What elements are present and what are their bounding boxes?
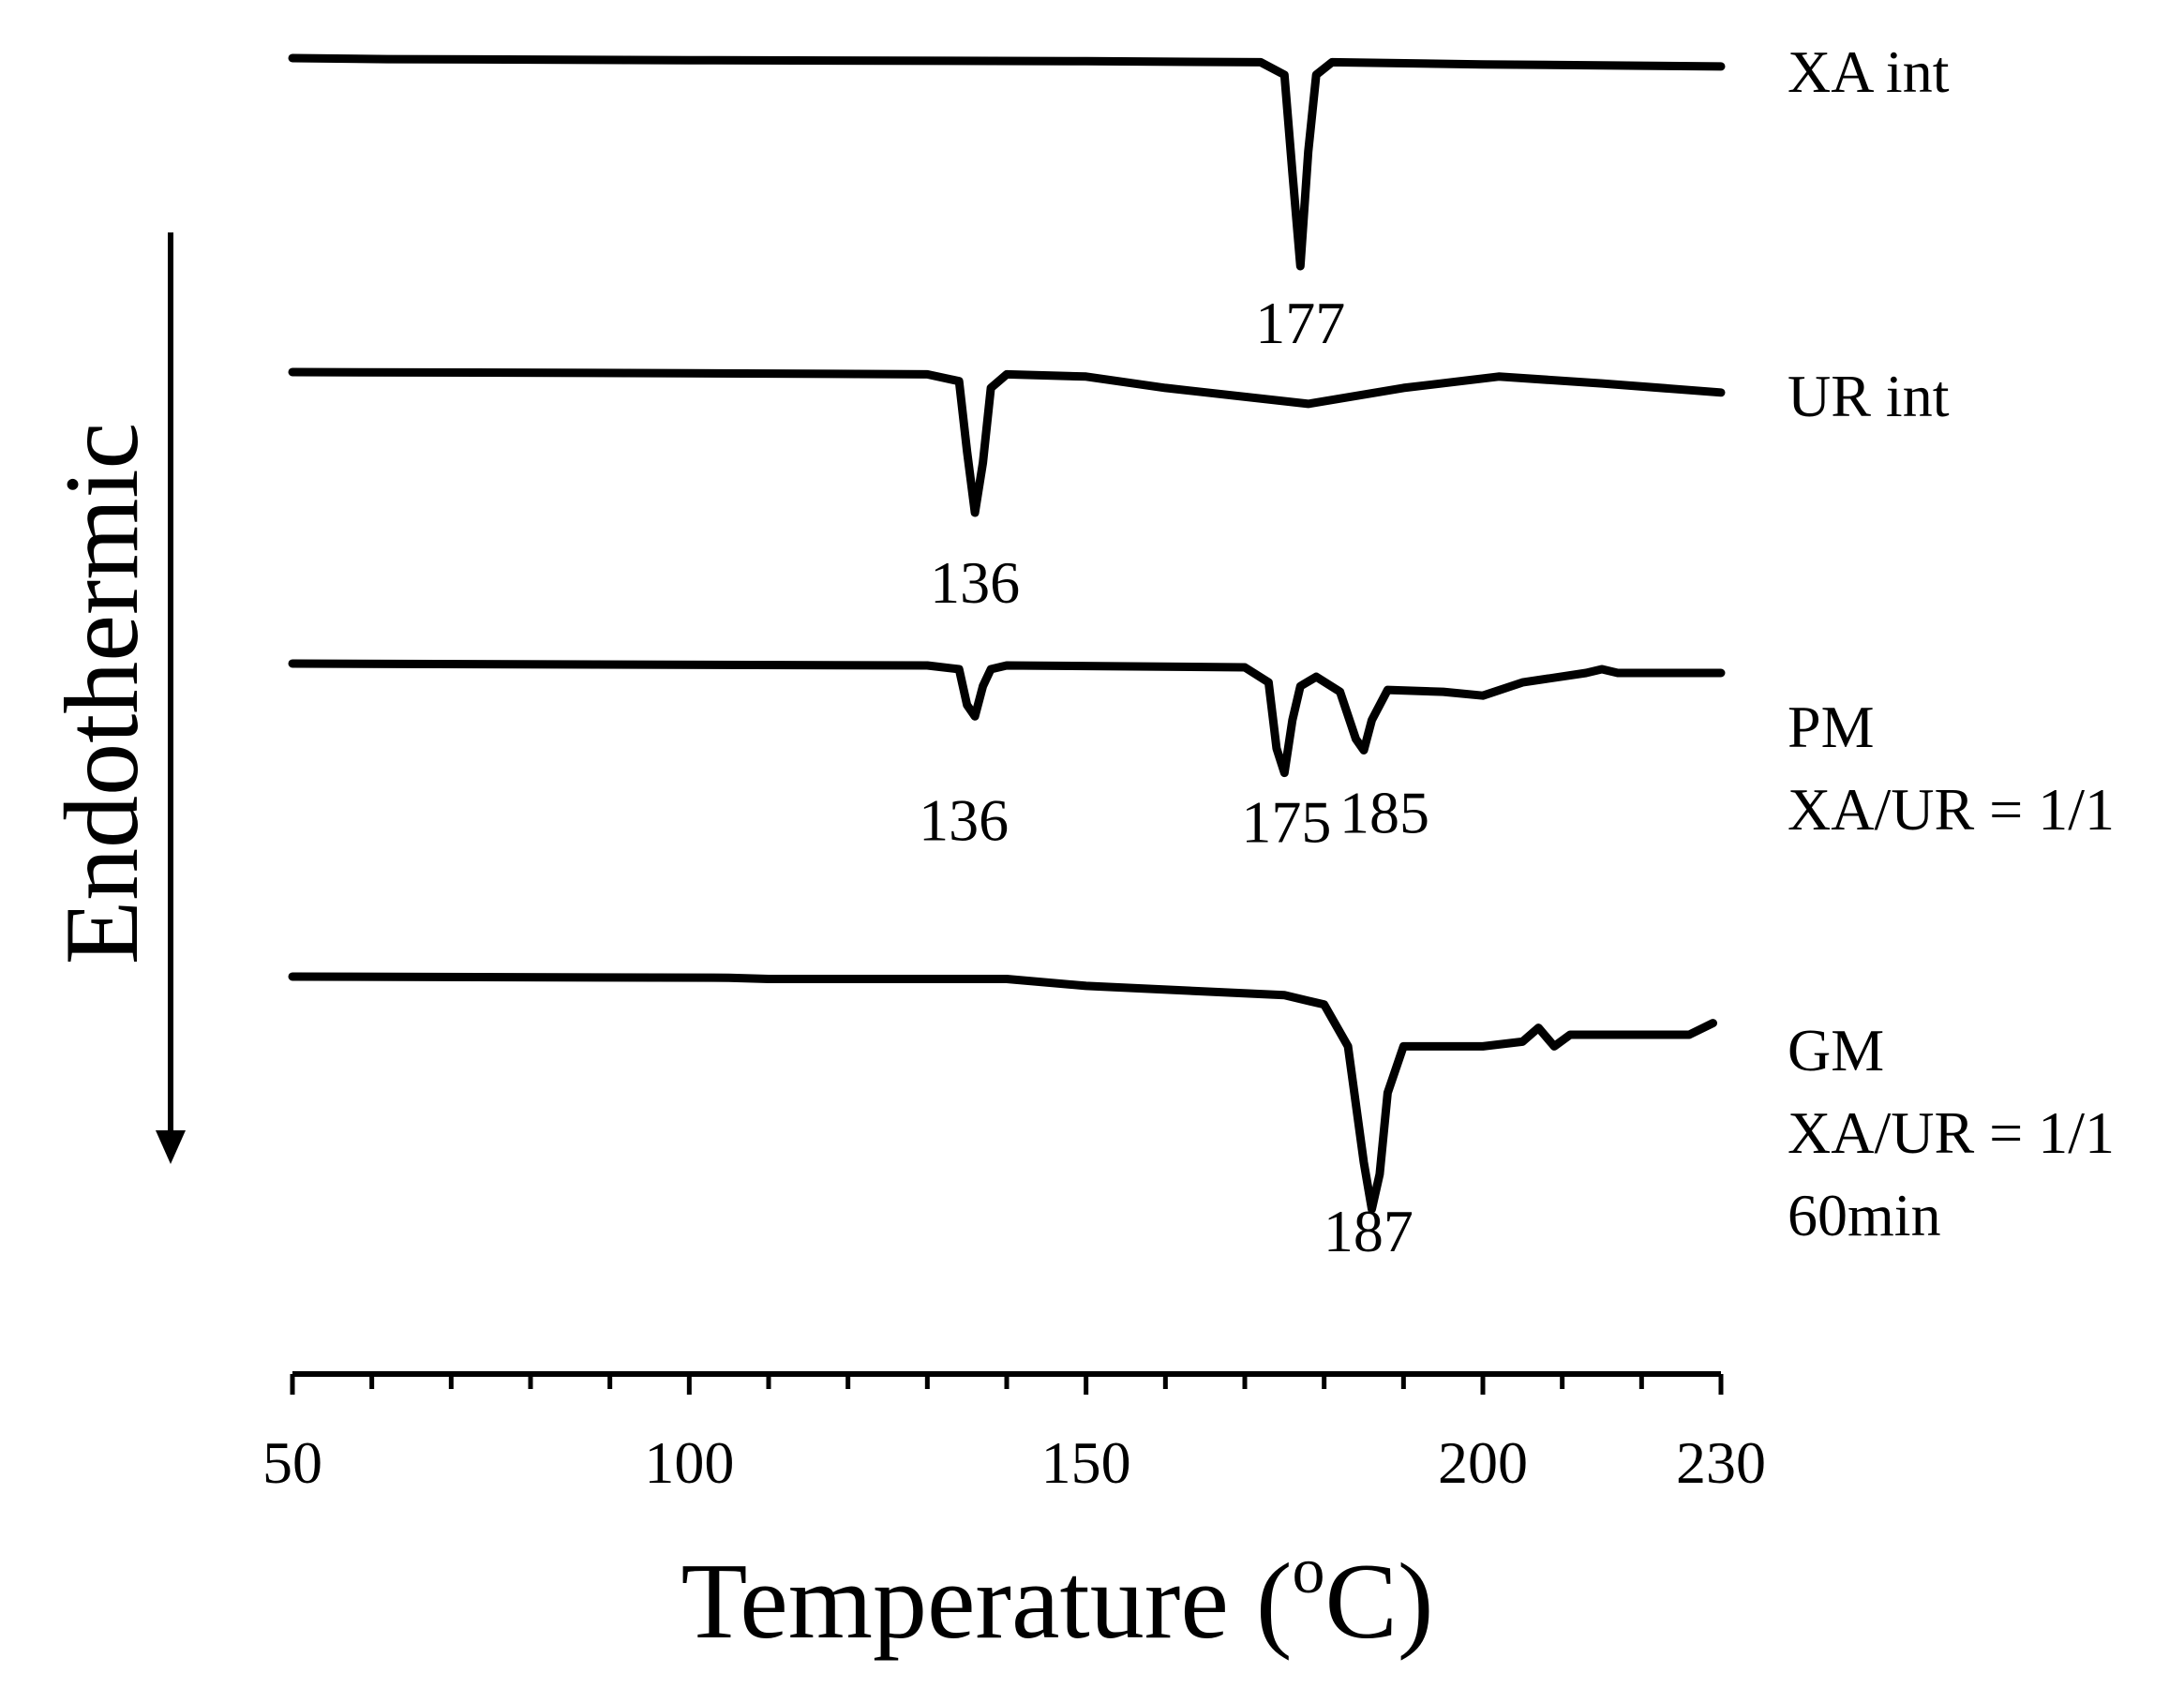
endothermic-arrow-head <box>156 1130 186 1164</box>
trace-series-3 <box>288 659 1726 778</box>
series-label-line: UR int <box>1788 363 1950 429</box>
x-tick-label: 50 <box>262 1429 322 1496</box>
series-label-2: UR int <box>1788 363 1950 429</box>
peak-label: 185 <box>1339 779 1429 845</box>
x-tick-label: 230 <box>1676 1429 1766 1496</box>
series-label-1: XA int <box>1788 38 1950 105</box>
dsc-traces <box>288 53 1726 1214</box>
x-tick-label: 200 <box>1438 1429 1528 1496</box>
trace-series-1 <box>288 53 1726 271</box>
endothermic-indicator: Endothermic <box>44 232 186 1164</box>
series-label-line: XA/UR = 1/1 <box>1788 1099 2115 1166</box>
series-label-line: XA/UR = 1/1 <box>1788 776 2115 843</box>
series-labels: XA int UR int PM XA/UR = 1/1 GM XA/UR = 1/1 60… <box>1788 38 2115 1248</box>
peak-label: 177 <box>1255 290 1345 356</box>
peak-label: 187 <box>1324 1198 1414 1264</box>
x-axis-label: Temperature (oC) <box>681 1535 1433 1662</box>
x-ticks <box>290 1374 1724 1395</box>
x-tick-label: 100 <box>644 1429 734 1496</box>
trace-series-4 <box>288 972 1717 1214</box>
series-label-3: PM XA/UR = 1/1 <box>1788 694 2115 843</box>
x-tick-labels: 50 100 150 200 230 <box>262 1429 1766 1496</box>
y-axis-label: Endothermic <box>44 423 160 964</box>
series-label-line: GM <box>1788 1017 1884 1083</box>
series-label-line: PM <box>1788 694 1875 760</box>
series-label-line: 60min <box>1788 1182 1941 1248</box>
x-axis: 50 100 150 200 230 <box>262 1371 1766 1496</box>
trace-series-2 <box>288 367 1726 517</box>
series-label-line: XA int <box>1788 38 1950 105</box>
x-tick-label: 150 <box>1041 1429 1131 1496</box>
peak-label: 136 <box>930 549 1020 616</box>
series-label-4: GM XA/UR = 1/1 60min <box>1788 1017 2115 1248</box>
peak-label: 136 <box>919 786 1009 853</box>
peak-labels: 177 136 136 175 185 187 <box>919 290 1429 1264</box>
peak-label: 175 <box>1241 789 1331 856</box>
